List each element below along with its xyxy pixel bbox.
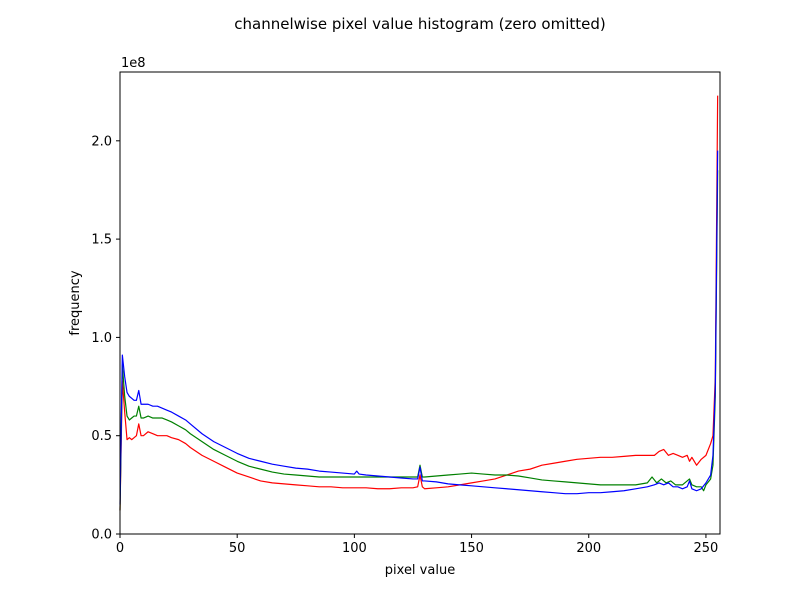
x-tick-label: 200 (576, 541, 601, 556)
x-tick-label: 100 (342, 541, 367, 556)
y-axis: 0.0 0.5 1.0 1.5 2.0 (91, 134, 120, 543)
x-tick-label: 50 (229, 541, 246, 556)
y-tick-label: 1.5 (91, 233, 112, 248)
plot-frame (119, 71, 721, 535)
series-line-1 (119, 95, 719, 511)
series-line-3 (119, 150, 719, 505)
y-axis-label: frequency (68, 270, 83, 336)
x-axis: 0 50 100 150 200 250 (116, 534, 718, 556)
x-tick-label: 250 (694, 541, 719, 556)
plot-lines (119, 95, 719, 511)
x-axis-label: pixel value (385, 563, 455, 578)
y-tick-label: 2.0 (91, 134, 112, 149)
y-tick-label: 1.0 (91, 331, 112, 346)
y-tick-label: 0.0 (91, 528, 112, 543)
y-tick-label: 0.5 (91, 429, 112, 444)
chart-title: channelwise pixel value histogram (zero … (234, 15, 605, 33)
x-tick-label: 0 (116, 541, 124, 556)
y-axis-offset-label: 1e8 (121, 56, 146, 71)
x-tick-label: 150 (459, 541, 484, 556)
